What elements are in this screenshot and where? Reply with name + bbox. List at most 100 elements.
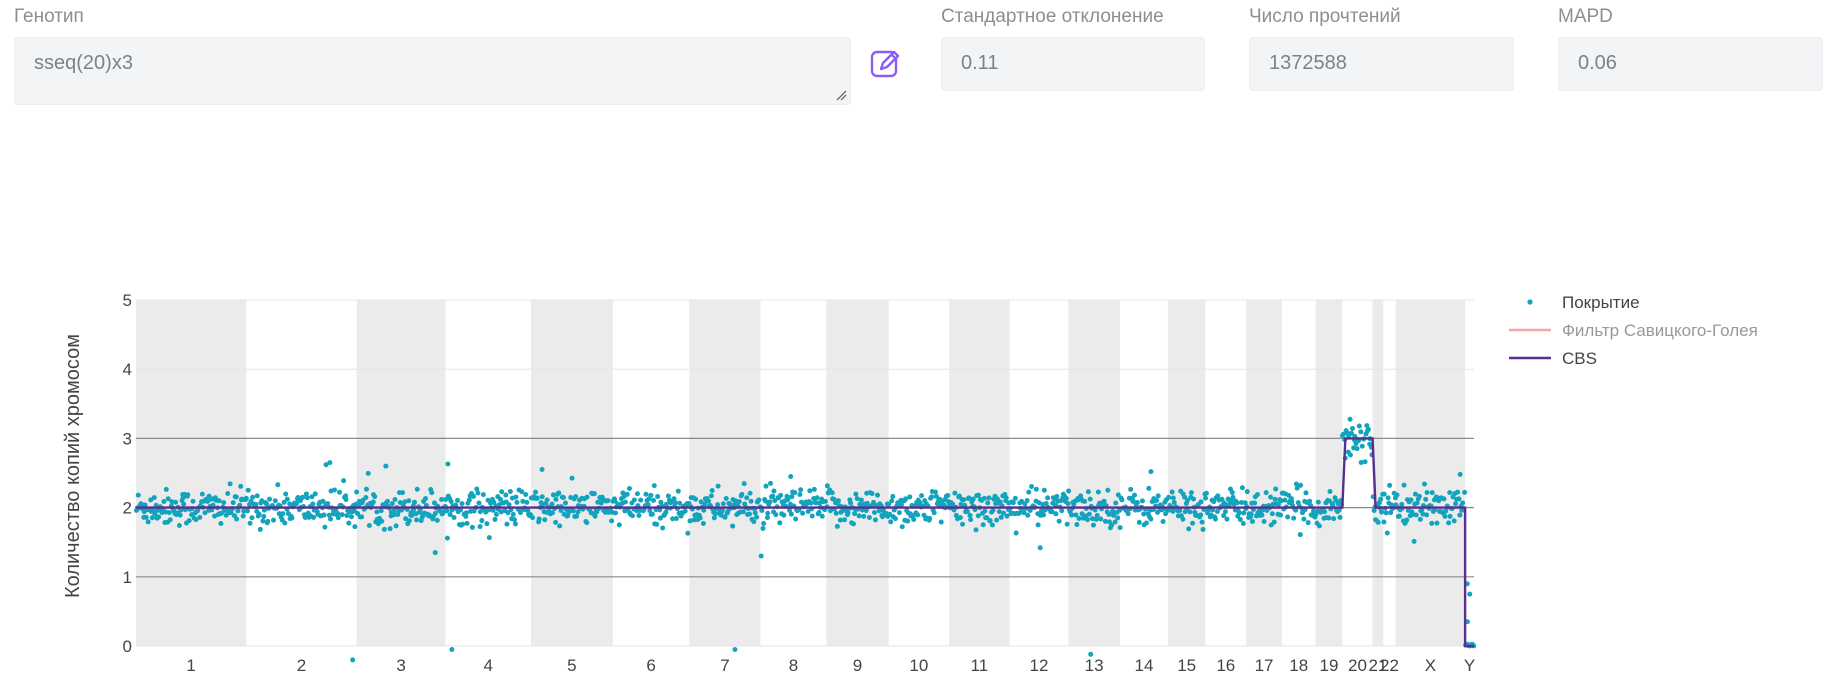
legend-item-savgol[interactable]: Фильтр Савицкого-Голея bbox=[1509, 321, 1758, 340]
coverage-point bbox=[477, 524, 483, 530]
coverage-point bbox=[1322, 509, 1328, 515]
coverage-point bbox=[243, 495, 249, 501]
coverage-point bbox=[876, 508, 882, 514]
legend-item-coverage[interactable]: Покрытие bbox=[1527, 293, 1640, 312]
y-tick-2: 2 bbox=[123, 499, 132, 518]
coverage-point bbox=[1413, 512, 1419, 518]
coverage-point bbox=[1065, 501, 1071, 507]
coverage-point bbox=[1056, 518, 1062, 524]
coverage-point bbox=[708, 493, 714, 499]
coverage-point bbox=[1053, 502, 1059, 508]
coverage-point bbox=[1326, 515, 1332, 521]
coverage-point bbox=[648, 492, 654, 498]
stddev-label: Стандартное отклонение bbox=[941, 6, 1164, 27]
coverage-point bbox=[842, 517, 848, 523]
coverage-point bbox=[1356, 423, 1362, 429]
coverage-point bbox=[289, 515, 295, 521]
mapd-value: 0.06 bbox=[1578, 52, 1617, 74]
coverage-point bbox=[350, 657, 356, 663]
genotype-field[interactable]: sseq(20)x3 bbox=[14, 37, 851, 105]
coverage-point bbox=[1244, 489, 1250, 495]
coverage-point bbox=[193, 517, 199, 523]
coverage-point bbox=[788, 473, 794, 479]
coverage-point bbox=[506, 502, 512, 508]
coverage-point bbox=[1239, 485, 1245, 491]
edit-genotype-button[interactable] bbox=[868, 46, 904, 82]
coverage-point bbox=[1146, 485, 1152, 491]
coverage-point bbox=[975, 513, 981, 519]
coverage-point bbox=[1229, 489, 1235, 495]
coverage-point bbox=[161, 498, 167, 504]
coverage-point bbox=[1221, 513, 1227, 519]
coverage-point bbox=[391, 512, 397, 518]
resize-grip-icon[interactable] bbox=[836, 90, 847, 101]
coverage-point bbox=[907, 494, 913, 500]
coverage-point bbox=[1037, 545, 1043, 551]
coverage-point bbox=[1331, 516, 1337, 522]
coverage-point bbox=[824, 483, 830, 489]
coverage-point bbox=[392, 496, 398, 502]
edit-pencil-icon bbox=[870, 50, 900, 78]
y-axis-ticks: 0 1 2 3 4 5 bbox=[123, 291, 132, 656]
coverage-point bbox=[381, 526, 387, 532]
coverage-point bbox=[850, 521, 856, 527]
coverage-point bbox=[1211, 499, 1217, 505]
coverage-point bbox=[1401, 482, 1407, 488]
band-chr-21 bbox=[1372, 300, 1384, 646]
coverage-point bbox=[1222, 509, 1228, 515]
coverage-point bbox=[1170, 495, 1176, 501]
coverage-point bbox=[1254, 492, 1260, 498]
coverage-point bbox=[524, 499, 530, 505]
y-tick-0: 0 bbox=[123, 637, 132, 656]
x-tick-chr-6: 6 bbox=[646, 656, 655, 675]
coverage-point bbox=[374, 509, 380, 515]
coverage-point bbox=[1177, 507, 1183, 513]
coverage-point bbox=[814, 495, 820, 501]
coverage-point bbox=[1088, 651, 1094, 657]
coverage-point bbox=[1462, 489, 1468, 495]
coverage-point bbox=[723, 495, 729, 501]
coverage-point bbox=[584, 494, 590, 500]
coverage-point bbox=[1212, 516, 1218, 522]
coverage-point bbox=[216, 498, 222, 504]
coverage-point bbox=[142, 502, 148, 508]
coverage-point bbox=[1384, 530, 1390, 536]
stddev-field[interactable]: 0.11 bbox=[941, 37, 1205, 91]
coverage-point bbox=[770, 493, 776, 499]
coverage-point bbox=[761, 520, 767, 526]
coverage-point bbox=[1053, 511, 1059, 517]
coverage-point bbox=[228, 510, 234, 516]
coverage-point bbox=[384, 498, 390, 504]
coverage-point bbox=[861, 513, 867, 519]
coverage-point bbox=[773, 512, 779, 518]
coverage-point bbox=[1375, 519, 1381, 525]
coverage-point bbox=[1170, 508, 1176, 514]
mapd-field[interactable]: 0.06 bbox=[1558, 37, 1823, 91]
coverage-point bbox=[772, 497, 778, 503]
coverage-point bbox=[1203, 495, 1209, 501]
coverage-point bbox=[573, 494, 579, 500]
coverage-point bbox=[460, 521, 466, 527]
coverage-point bbox=[553, 519, 559, 525]
coverage-point bbox=[1301, 516, 1307, 522]
coverage-point bbox=[1136, 519, 1142, 525]
coverage-point bbox=[173, 499, 179, 505]
coverage-point bbox=[1240, 521, 1246, 527]
band-chr-9 bbox=[826, 300, 889, 646]
coverage-point bbox=[1446, 520, 1452, 526]
coverage-point bbox=[970, 496, 976, 502]
coverage-point bbox=[1412, 491, 1418, 497]
coverage-point bbox=[447, 512, 453, 518]
coverage-point bbox=[281, 499, 287, 505]
coverage-point bbox=[227, 481, 233, 487]
coverage-point bbox=[480, 492, 486, 498]
coverage-point bbox=[282, 520, 288, 526]
legend-item-cbs[interactable]: CBS bbox=[1509, 349, 1597, 368]
coverage-point bbox=[1224, 516, 1230, 522]
coverage-point bbox=[149, 515, 155, 521]
coverage-point bbox=[1076, 516, 1082, 522]
coverage-point bbox=[650, 497, 656, 503]
reads-field[interactable]: 1372588 bbox=[1249, 37, 1514, 91]
x-tick-chr-Y: Y bbox=[1464, 656, 1475, 675]
coverage-point bbox=[740, 509, 746, 515]
